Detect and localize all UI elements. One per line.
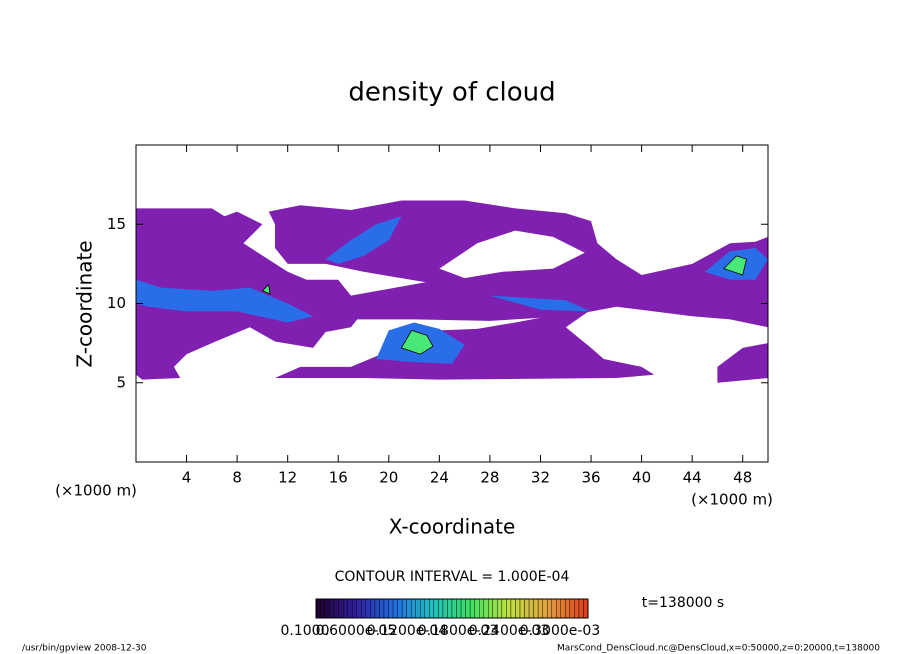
colorbar-cell [578,598,584,619]
colorbar-cell [347,598,353,619]
footer-left: /usr/bin/gpview 2008-12-30 [22,644,147,654]
colorbar-cell [433,598,439,619]
x-unit: (×1000 m) [691,491,773,509]
colorbar-cell [392,598,398,619]
contour-interval: CONTOUR INTERVAL = 1.000E-04 [335,569,570,585]
y-tick-label: 15 [107,215,126,233]
colorbar-cell [506,598,512,619]
time-label: t=138000 s [642,595,724,611]
contour-region [136,279,313,323]
colorbar-cell [315,598,321,619]
colorbar-cell [356,598,362,619]
colorbar-cell [338,598,344,619]
colorbar-cell [574,598,580,619]
colorbar-cell [556,598,561,619]
colorbar-cell [447,598,453,619]
colorbar-cell [492,598,498,619]
contour-region [400,329,434,355]
colorbar-cell [519,598,525,619]
colorbar-label: 0.1800e-03 [418,623,498,639]
x-tick-label: 40 [632,469,651,487]
colorbar-cell [497,598,503,619]
colorbar-cell [565,598,571,619]
colorbar-cell [479,598,484,619]
x-tick-label: 44 [683,469,702,487]
x-tick-label: 12 [278,469,297,487]
colorbar-cell [397,598,403,619]
colorbar-frame [315,598,589,619]
colorbar-cell [333,598,339,619]
colorbar-cell [560,598,566,619]
colorbar-cell [343,598,348,619]
x-axis-title: X-coordinate [389,515,516,539]
colorbar-cell [420,598,425,619]
colorbar-cell [547,598,552,619]
colorbar-cell [388,598,394,619]
colorbar-cell [374,598,380,619]
colorbar-cell [460,598,466,619]
colorbar-cell [438,598,444,619]
colorbar-cell [501,598,507,619]
chart-title: density of cloud [348,78,555,108]
x-tick-label: 36 [581,469,600,487]
colorbar-cell [320,598,326,619]
contour-region [261,283,271,295]
colorbar-cell [551,598,557,619]
colorbar-label: 0.1200e-04 [367,623,448,639]
x-tick-label: 28 [480,469,499,487]
colorbar-label: 0.2400e-03 [469,623,549,639]
colorbar-cell [324,598,330,619]
colorbar-cell [474,598,480,619]
colorbar-cell [537,598,543,619]
colorbar-cell [465,598,471,619]
y-tick-label: 10 [107,294,126,312]
colorbar-label: 0.3000e-03 [520,623,600,639]
colorbar-label: 0.1000 [281,623,330,639]
footer-right: MarsCond_DensCloud.nc@DensCloud,x=0:5000… [557,644,880,654]
colorbar-cell [583,598,589,619]
colorbar-cell [429,598,435,619]
colorbar-cell [383,598,389,619]
colorbar-cell [483,598,489,619]
x-tick-label: 48 [733,469,752,487]
contour-region [325,216,402,264]
y-axis-title: Z-coordinate [73,240,97,367]
contour-region [723,255,747,276]
colorbar-cell [406,598,412,619]
colorbar-cell [569,598,575,619]
colorbar-cell [451,598,457,619]
colorbar-cell [542,598,548,619]
x-tick-label: 4 [182,469,192,487]
colorbar-label: 0.6000e-05 [316,623,396,639]
colorbar-cell [469,598,475,619]
x-tick-label: 24 [430,469,449,487]
colorbar-cell [456,598,462,619]
x-tick-label: 8 [232,469,242,487]
colorbar-cell [488,598,493,619]
colorbar-cell [415,598,421,619]
y-tick-label: 5 [116,373,126,391]
colorbar-cell [361,598,367,619]
colorbar-cell [352,598,357,619]
y-unit: (×1000 m) [55,482,137,500]
colorbar-cell [515,598,521,619]
x-tick-label: 20 [379,469,398,487]
contour-region [717,343,768,383]
colorbar-cell [329,598,335,619]
colorbar-cell [424,598,430,619]
colorbar-cell [365,598,371,619]
colorbar-cell [533,598,539,619]
x-tick-label: 16 [329,469,348,487]
colorbar-cell [401,598,407,619]
colorbar-cell [379,598,385,619]
colorbar-cell [510,598,516,619]
colorbar-cell [528,598,534,619]
contour-region [489,295,591,312]
colorbar-cell [442,598,448,619]
colorbar-cell [524,598,530,619]
x-tick-label: 32 [531,469,550,487]
colorbar-cell [370,598,376,619]
colorbar-cell [411,598,416,619]
